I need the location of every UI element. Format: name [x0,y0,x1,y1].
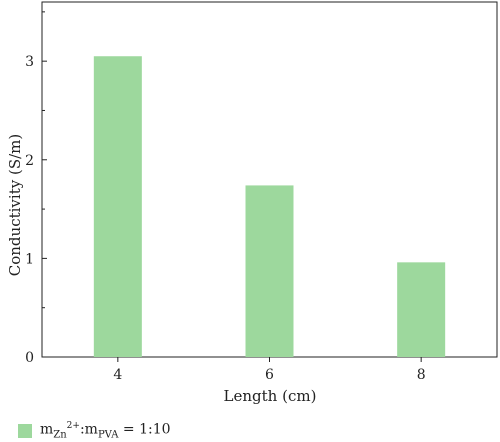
x-tick-label: 4 [113,367,122,383]
legend-swatch [18,424,32,438]
bar-4 [93,56,142,357]
y-axis-title: Conductivity (S/m) [6,134,24,276]
bars [93,56,446,357]
x-axis-title: Length (cm) [224,387,317,405]
bar-chart: 4 6 8 0 1 2 3 Length (cm) Conductivity (S/m) [6,1,498,405]
y-axis-ticks: 0 1 2 3 [25,11,47,366]
x-tick-label: 8 [417,367,426,383]
legend: mZn2+:mPVA = 1:10 [18,420,171,442]
bar-6 [245,185,294,357]
x-tick-label: 6 [265,367,274,383]
y-tick-label: 2 [25,153,34,169]
y-tick-label: 1 [25,251,34,267]
legend-label: mZn2+:mPVA = 1:10 [40,421,171,441]
bar-8 [397,262,446,357]
y-tick-label: 0 [25,350,34,366]
x-axis-ticks: 4 6 8 [113,357,426,383]
y-tick-label: 3 [25,54,34,70]
